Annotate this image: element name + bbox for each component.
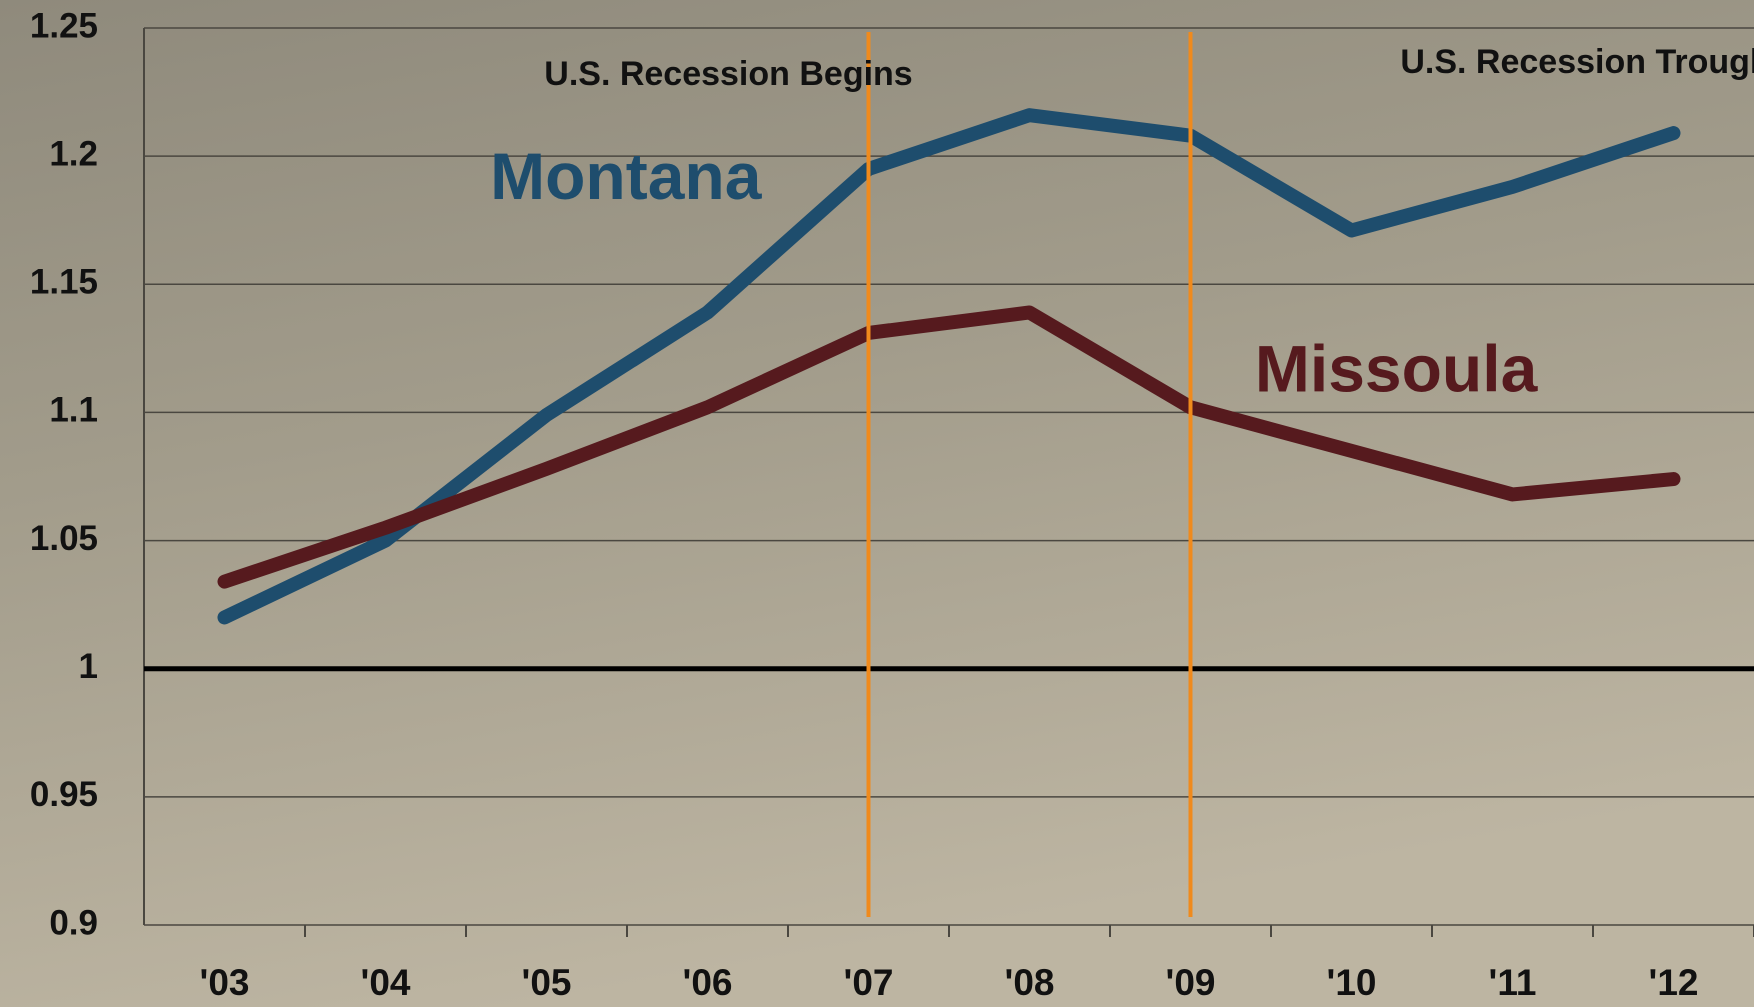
x-tick-label: '04: [361, 962, 411, 1003]
y-tick-label: 1.25: [30, 6, 98, 45]
y-tick-label: 1.15: [30, 263, 98, 302]
x-tick-label: '05: [522, 962, 572, 1003]
y-tick-label: 1: [79, 647, 98, 686]
y-tick-label: 1.2: [49, 134, 98, 173]
annotation-text: U.S. Recession Trough: [1400, 43, 1754, 81]
x-tick-label: '06: [683, 962, 733, 1003]
series-label: Montana: [490, 139, 763, 213]
y-tick-label: 0.95: [30, 775, 98, 814]
y-tick-label: 0.9: [49, 903, 98, 942]
y-tick-label: 1.1: [49, 391, 98, 430]
y-tick-label: 1.05: [30, 519, 98, 558]
x-tick-label: '10: [1327, 962, 1377, 1003]
x-tick-label: '11: [1489, 962, 1537, 1003]
x-tick-label: '07: [844, 962, 894, 1003]
x-tick-label: '12: [1649, 962, 1699, 1003]
x-tick-label: '08: [1005, 962, 1055, 1003]
annotation-text: U.S. Recession Begins: [544, 55, 912, 93]
x-tick-label: '03: [200, 962, 250, 1003]
series-line: [217, 108, 1681, 625]
series-label: Missoula: [1255, 331, 1539, 405]
x-tick-label: '09: [1166, 962, 1216, 1003]
series-line: [217, 305, 1681, 589]
